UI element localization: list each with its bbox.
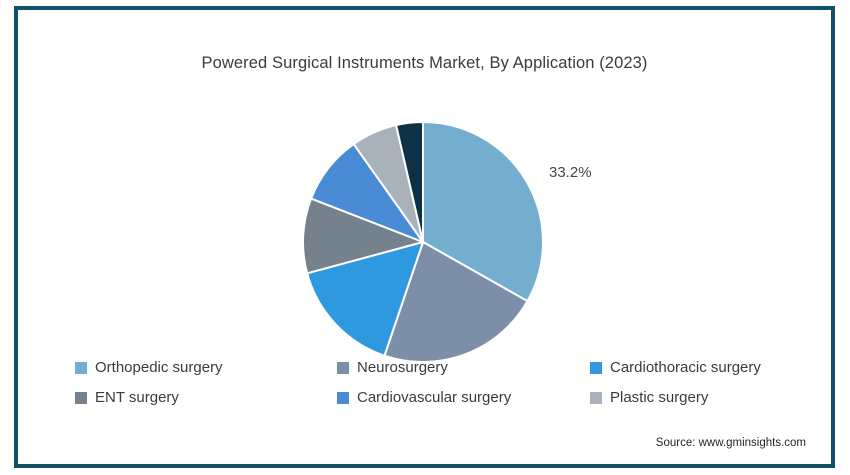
legend-item-plastic-surgery: Plastic surgery xyxy=(590,387,761,408)
legend-swatch-neurosurgery xyxy=(337,361,349,374)
legend-swatch-cardiothoracic-surgery xyxy=(590,361,602,374)
legend-item-cardiovascular-surgery: Cardiovascular surgery xyxy=(337,387,590,408)
pie-chart xyxy=(302,121,544,363)
legend-swatch-ent-surgery xyxy=(75,391,87,404)
pie-slice-unlabeled xyxy=(395,121,424,243)
legend-swatch-cardiovascular-surgery xyxy=(337,391,349,404)
legend-swatch-plastic-surgery xyxy=(590,391,602,404)
legend-item-orthopedic-surgery: Orthopedic surgery xyxy=(75,357,337,378)
legend-label: Cardiothoracic surgery xyxy=(610,359,761,376)
pie-slice-ent-surgery xyxy=(302,197,424,275)
legend-item-neurosurgery: Neurosurgery xyxy=(337,357,590,378)
chart-title: Powered Surgical Instruments Market, By … xyxy=(201,54,648,72)
legend-label: Orthopedic surgery xyxy=(95,359,223,376)
legend-item-ent-surgery: ENT surgery xyxy=(75,387,337,408)
pie-slice-neurosurgery xyxy=(383,241,529,363)
legend-item-cardiothoracic-surgery: Cardiothoracic surgery xyxy=(590,357,761,378)
pie-slice-cardiothoracic-surgery xyxy=(306,241,424,357)
source-attribution: Source: www.gminsights.com xyxy=(655,437,806,449)
pie-slice-orthopedic-surgery xyxy=(422,121,544,303)
legend-label: Plastic surgery xyxy=(610,389,709,406)
legend-label: Cardiovascular surgery xyxy=(357,389,512,406)
chart-legend: Orthopedic surgery Neurosurgery Cardiothor… xyxy=(75,357,761,408)
legend-label: Neurosurgery xyxy=(357,359,448,376)
legend-label: ENT surgery xyxy=(95,389,179,406)
pie-value-label: 33.2% xyxy=(549,164,592,181)
legend-swatch-orthopedic-surgery xyxy=(75,361,87,374)
